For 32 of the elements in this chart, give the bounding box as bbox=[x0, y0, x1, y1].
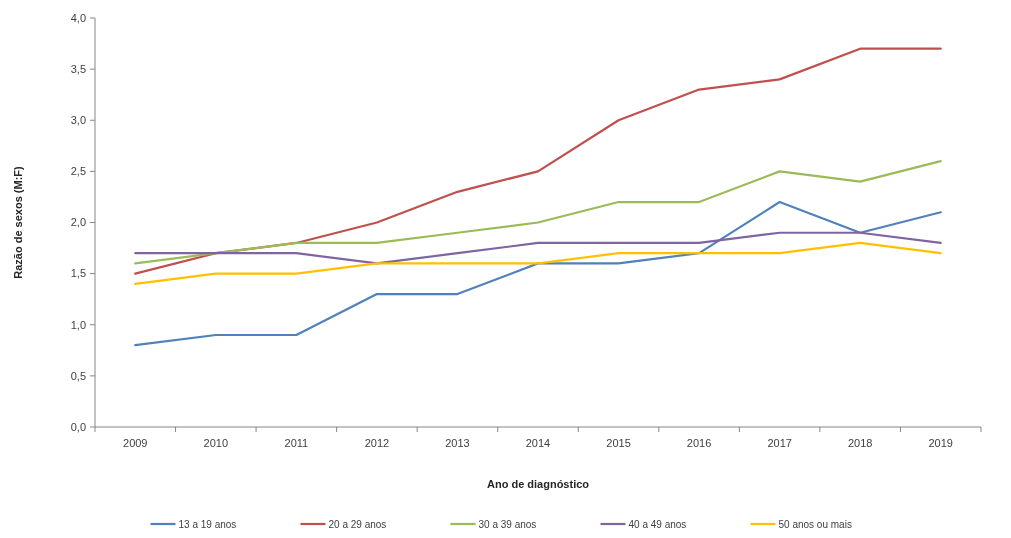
legend-label: 50 anos ou mais bbox=[778, 518, 852, 530]
line-series bbox=[134, 200, 942, 347]
y-tick-label: 1,0 bbox=[70, 318, 86, 331]
legend-label: 20 a 29 anos bbox=[328, 518, 387, 530]
legend-label: 40 a 49 anos bbox=[628, 518, 687, 530]
x-tick-label: 2011 bbox=[284, 437, 309, 449]
y-tick-label: 3,0 bbox=[70, 114, 86, 127]
x-tick-label: 2018 bbox=[847, 437, 873, 449]
y-tick-label: 1,5 bbox=[70, 267, 86, 280]
x-tick-label: 2014 bbox=[525, 437, 551, 449]
x-tick-label: 2019 bbox=[928, 437, 953, 449]
y-tick-label: 0,5 bbox=[70, 369, 86, 382]
line-series bbox=[134, 231, 942, 265]
legend-label: 30 a 39 anos bbox=[478, 518, 537, 530]
legend-label: 13 a 19 anos bbox=[178, 518, 237, 530]
x-tick-label: 2013 bbox=[445, 437, 470, 449]
x-tick-label: 2017 bbox=[767, 437, 792, 449]
x-tick-label: 2015 bbox=[606, 437, 631, 449]
y-tick-label: 2,5 bbox=[70, 165, 86, 178]
x-axis-title: Ano de diagnóstico bbox=[486, 478, 590, 490]
y-tick-label: 0,0 bbox=[70, 420, 86, 433]
line-series bbox=[134, 241, 942, 285]
y-tick-label: 3,5 bbox=[70, 62, 86, 75]
x-tick-label: 2012 bbox=[364, 437, 390, 449]
y-tick-label: 4,0 bbox=[70, 11, 86, 24]
x-tick-label: 2009 bbox=[123, 437, 148, 449]
line-series bbox=[134, 47, 942, 275]
x-tick-label: 2016 bbox=[686, 437, 712, 449]
y-tick-label: 2,0 bbox=[70, 216, 86, 229]
x-tick-label: 2010 bbox=[203, 437, 229, 449]
line-series bbox=[134, 160, 942, 265]
y-axis-title: Razão de sexos (M:F) bbox=[12, 165, 24, 279]
